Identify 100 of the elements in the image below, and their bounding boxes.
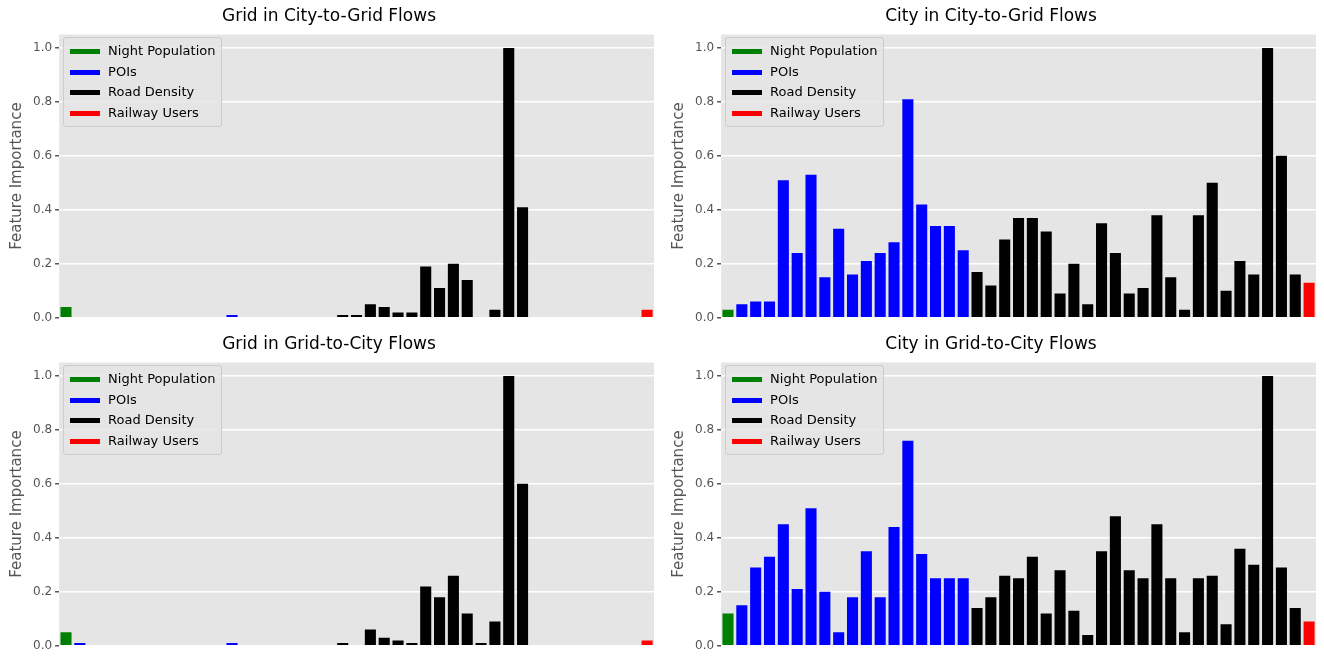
bar [736,605,748,646]
y-tick-label: 0.0 [694,637,715,652]
bar [805,508,817,646]
bar [1234,261,1246,318]
bar [434,288,446,318]
y-tick-label: 0.6 [32,147,53,162]
bar [971,271,983,318]
legend-label: POIs [108,62,137,81]
bar [999,575,1011,646]
chart-title: Grid in City-to-Grid Flows [221,4,437,25]
legend-label: Night Population [108,370,216,389]
bar [1123,293,1135,318]
bar [874,253,886,318]
bar [750,567,762,646]
y-axis-title: Feature Importance [6,430,25,578]
y-tick-label: 0.6 [694,475,715,490]
bar [1206,182,1218,318]
bar [392,640,404,646]
bar [860,261,872,318]
bar [971,608,983,646]
bar [957,578,969,646]
y-tick-label: 0.0 [32,309,53,324]
y-tick-label: 1.0 [32,368,53,383]
bar [1026,217,1038,318]
bar [1109,516,1121,646]
y-tick-label: 0.2 [694,583,715,598]
bar [1054,293,1066,318]
bar [930,578,942,646]
y-tick-label: 0.8 [32,422,53,436]
bar [763,301,776,318]
legend-label: Road Density [108,83,195,102]
bar [378,307,390,318]
bar [777,524,789,646]
bar [1303,282,1315,318]
bar [503,375,515,646]
y-axis-title: Feature Importance [668,430,687,578]
bar [750,301,762,318]
bar [489,621,501,646]
y-tick-label: 0.8 [694,422,715,436]
bar [1096,551,1108,646]
bar [1303,621,1315,646]
y-tick-label: 1.0 [694,40,715,55]
bar [447,263,459,318]
bar [641,640,653,646]
legend-label: POIs [108,390,137,409]
bar [1220,290,1232,318]
bar [819,591,831,646]
bar [503,47,515,318]
legend-label: Road Density [770,411,857,430]
bar [60,307,72,318]
bar [1123,570,1135,646]
legend-label: Night Population [770,42,878,61]
y-tick-label: 0.8 [32,94,53,108]
bar [916,554,928,646]
bar [1289,274,1301,318]
bar [888,242,900,318]
bar [999,239,1011,318]
bar [1289,608,1301,646]
bar [791,589,803,646]
bar [461,280,473,318]
y-tick-label: 0.6 [32,475,53,490]
bar [736,304,748,318]
bar [364,629,376,646]
bar [777,180,789,318]
bar [957,250,969,318]
chart-title: City in City-to-Grid Flows [885,4,1097,25]
bar [517,483,529,646]
bar [1248,564,1260,646]
bar [420,266,432,318]
y-tick-label: 0.2 [694,255,715,270]
legend-label: POIs [770,62,799,81]
bar [420,586,432,646]
bar [860,551,872,646]
bar [489,309,501,318]
bar [1151,215,1163,318]
bar [1054,570,1066,646]
bar [1151,524,1163,646]
bar [1234,548,1246,646]
bar [985,285,997,318]
bar [406,312,418,318]
bar [434,597,446,646]
y-tick-label: 1.0 [32,40,53,55]
bar [916,204,928,318]
bar [874,597,886,646]
bar [461,613,473,646]
y-tick-label: 0.8 [694,94,715,108]
bar [1040,231,1052,318]
y-axis-title: Feature Importance [6,102,25,250]
bar [943,578,955,646]
bar [791,253,803,318]
bar [60,632,72,646]
bar [1192,215,1204,318]
bar [943,226,955,318]
bar [846,597,859,646]
y-tick-label: 0.0 [32,637,53,652]
bar [1068,610,1080,646]
bar [763,556,776,646]
bar [902,440,914,646]
bar [1275,567,1287,646]
bar [392,312,404,318]
